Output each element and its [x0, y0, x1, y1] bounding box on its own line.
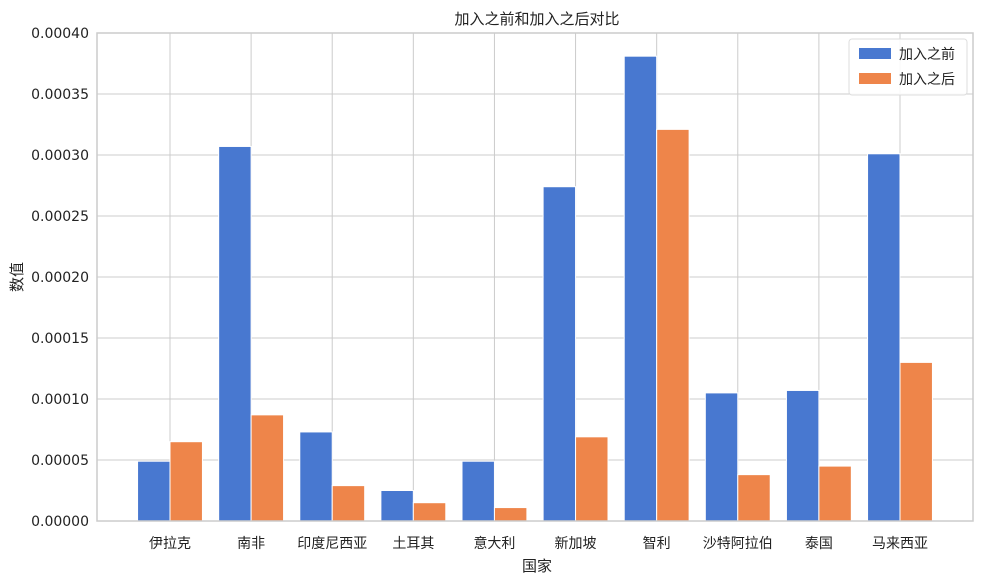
x-tick-label: 智利 [643, 536, 671, 552]
bar-before [623, 55, 658, 522]
y-tick-label: 0.00010 [31, 392, 89, 408]
bar-after [169, 441, 203, 522]
x-tick-label: 马来西亚 [872, 536, 928, 552]
x-tick-label: 伊拉克 [149, 536, 191, 552]
bar-before [542, 186, 577, 522]
y-tick-label: 0.00030 [31, 148, 89, 164]
bar-before [380, 490, 414, 522]
chart-title: 加入之前和加入之后对比 [454, 10, 619, 28]
y-tick-label: 0.00040 [31, 26, 89, 42]
bar-before [704, 392, 739, 522]
bar-after [412, 502, 447, 522]
x-tick-label: 南非 [237, 536, 265, 552]
x-axis-label: 国家 [522, 557, 552, 575]
x-tick-label: 意大利 [473, 535, 515, 552]
x-tick-label: 泰国 [805, 536, 833, 552]
y-tick-label: 0.00005 [31, 453, 89, 469]
bar-after [656, 128, 690, 522]
bar-after [899, 361, 933, 522]
x-tick-labels: 伊拉克 南非 印度尼西亚 土耳其 意大利 新加坡 智利 沙特阿拉伯 泰国 马来西亚 [149, 535, 928, 552]
y-tick-label: 0.00025 [31, 209, 89, 225]
legend-swatch [859, 48, 891, 59]
bar-before [137, 460, 171, 522]
y-tick-labels: 0.00000 0.00005 0.00010 0.00015 0.00020 0.000… [31, 26, 89, 530]
legend-swatch [859, 73, 891, 84]
y-tick-label: 0.00000 [31, 514, 89, 530]
bar-before [867, 153, 901, 522]
bar-before [461, 460, 495, 522]
bar-after [331, 485, 366, 522]
bar-after [575, 436, 609, 522]
legend-label: 加入之前 [899, 46, 955, 63]
x-tick-label: 土耳其 [392, 536, 434, 552]
bar-after [250, 414, 285, 522]
bar-after [818, 465, 852, 522]
y-tick-label: 0.00020 [31, 270, 89, 286]
bar-before [218, 145, 252, 522]
bars [137, 55, 933, 522]
y-axis-label: 数值 [8, 262, 26, 292]
x-tick-label: 印度尼西亚 [297, 536, 367, 552]
y-tick-label: 0.00015 [31, 331, 89, 347]
bar-before [299, 431, 333, 522]
x-tick-label: 新加坡 [555, 536, 597, 552]
x-tick-label: 沙特阿拉伯 [703, 536, 773, 552]
bar-after [737, 474, 771, 522]
plot-frame [96, 32, 974, 522]
bar-before [785, 389, 820, 522]
legend-label: 加入之后 [899, 72, 955, 88]
bar-after [493, 507, 528, 522]
y-tick-label: 0.00035 [31, 87, 89, 103]
